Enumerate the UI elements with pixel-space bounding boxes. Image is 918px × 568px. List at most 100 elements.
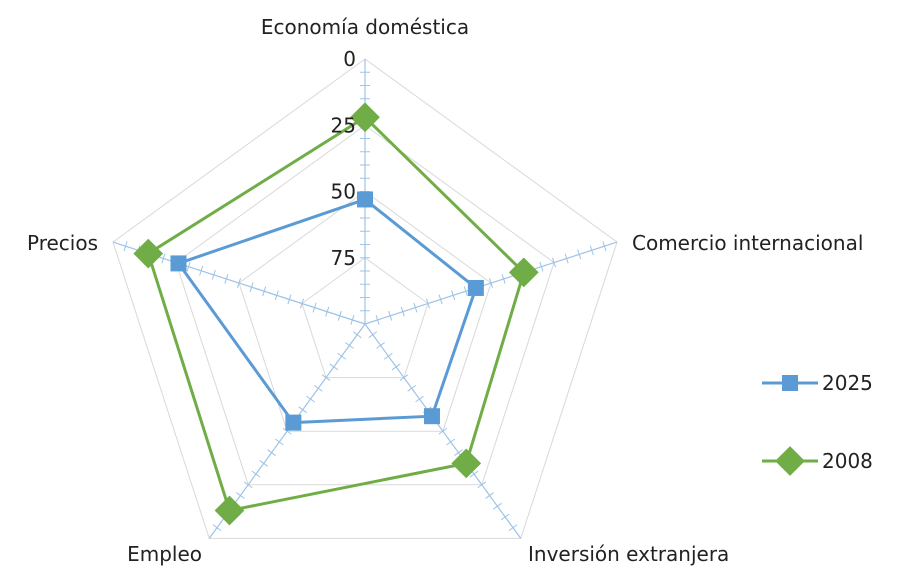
series-line: [176, 197, 478, 425]
radar-grid: [112, 58, 618, 539]
category-label: Empleo: [127, 542, 202, 566]
axis-tick: [274, 438, 284, 446]
axis-tick: [577, 249, 582, 260]
axis-tick: [199, 265, 204, 276]
grid-ring-2: [238, 190, 492, 432]
axis-tick: [454, 449, 463, 456]
axis-tick: [259, 460, 269, 467]
axis-tick: [298, 406, 308, 414]
axis-tick: [212, 524, 222, 532]
axis-tick: [589, 245, 594, 256]
data-point: [170, 255, 187, 272]
legend-label: 2025: [822, 371, 873, 395]
axis-tick: [438, 427, 448, 435]
tick-label: 25: [331, 113, 356, 137]
axis-tick: [399, 374, 409, 381]
data-point: [133, 238, 164, 269]
category-label: Precios: [27, 231, 98, 255]
series-2025: [170, 191, 484, 431]
axis-tick: [123, 241, 128, 252]
radar-series: [133, 102, 539, 526]
legend-marker: [775, 446, 805, 476]
legend: 2025 2008: [762, 371, 873, 476]
axis-tick: [391, 363, 401, 371]
axis-tick: [274, 290, 279, 301]
axis-tick: [508, 524, 518, 532]
grid-ring-3: [301, 257, 429, 379]
axis-tick: [321, 374, 331, 381]
tick-label: 75: [331, 246, 356, 270]
axis-tick: [337, 310, 342, 321]
tick-label: 50: [331, 180, 356, 204]
axis-tick: [446, 438, 456, 446]
axis-tick: [345, 342, 354, 349]
grid-ring-0: [112, 58, 618, 539]
axis-tick: [267, 449, 276, 456]
data-point: [467, 279, 484, 296]
axis-tick: [236, 492, 245, 499]
data-point: [451, 448, 482, 479]
axis-tick: [337, 352, 346, 360]
axis-tick: [251, 470, 261, 478]
axis-tick: [243, 481, 253, 489]
axis-tick: [469, 470, 479, 478]
axis-tick: [485, 492, 494, 499]
axis-tick: [425, 298, 431, 309]
axis-tick: [325, 306, 330, 317]
axis-tick: [415, 395, 424, 403]
axis-tick: [161, 253, 166, 264]
axis-tick: [236, 278, 242, 288]
axis-tick: [368, 331, 378, 339]
axis-tick: [262, 286, 267, 297]
axis-tick: [501, 274, 506, 284]
axis-tick: [329, 363, 339, 371]
axis-tick: [352, 331, 362, 339]
radar-labels: 0 25 50 75 Economía doméstica Comercio intern…: [27, 15, 863, 566]
category-label: Comercio internacional: [632, 231, 863, 255]
legend-item: 2025: [762, 371, 873, 395]
axis-tick: [407, 384, 417, 392]
axis-tick: [186, 261, 191, 272]
axis-tick: [493, 502, 502, 510]
axis-tick: [306, 395, 315, 403]
axis-tick: [287, 294, 292, 305]
axis-tick: [282, 427, 292, 435]
axis-tick: [438, 294, 443, 305]
series-line: [146, 115, 526, 513]
axis-tick: [602, 241, 607, 252]
axis-tick: [350, 314, 355, 325]
data-point: [508, 257, 539, 288]
axis-tick: [539, 261, 544, 272]
data-point: [214, 495, 245, 526]
axis-tick: [249, 282, 254, 293]
axis-tick: [564, 253, 569, 264]
legend-marker: [782, 375, 798, 391]
axis-tick: [224, 274, 229, 284]
axis-tick: [211, 269, 216, 280]
axis-tick: [376, 342, 385, 349]
category-label: Inversión extranjera: [528, 542, 729, 566]
axis-tick: [477, 481, 487, 489]
axis-tick: [552, 257, 557, 268]
legend-item: 2008: [762, 446, 873, 476]
axis-tick: [388, 310, 393, 321]
axis-tick: [375, 314, 380, 325]
axis-tick: [400, 306, 405, 317]
data-point: [357, 191, 373, 208]
axis-tick: [413, 302, 418, 313]
tick-label: 0: [343, 47, 356, 71]
category-label: Economía doméstica: [261, 15, 469, 39]
data-point: [423, 408, 440, 425]
axis-tick: [313, 384, 323, 392]
data-point: [285, 414, 302, 431]
axis-tick: [500, 513, 510, 521]
legend-label: 2008: [822, 449, 873, 473]
axis-tick: [488, 278, 494, 288]
axis-tick: [384, 352, 393, 360]
axis-tick: [463, 286, 468, 297]
series-2008: [133, 102, 539, 526]
axis-tick: [299, 298, 305, 309]
axis-tick: [312, 302, 317, 313]
